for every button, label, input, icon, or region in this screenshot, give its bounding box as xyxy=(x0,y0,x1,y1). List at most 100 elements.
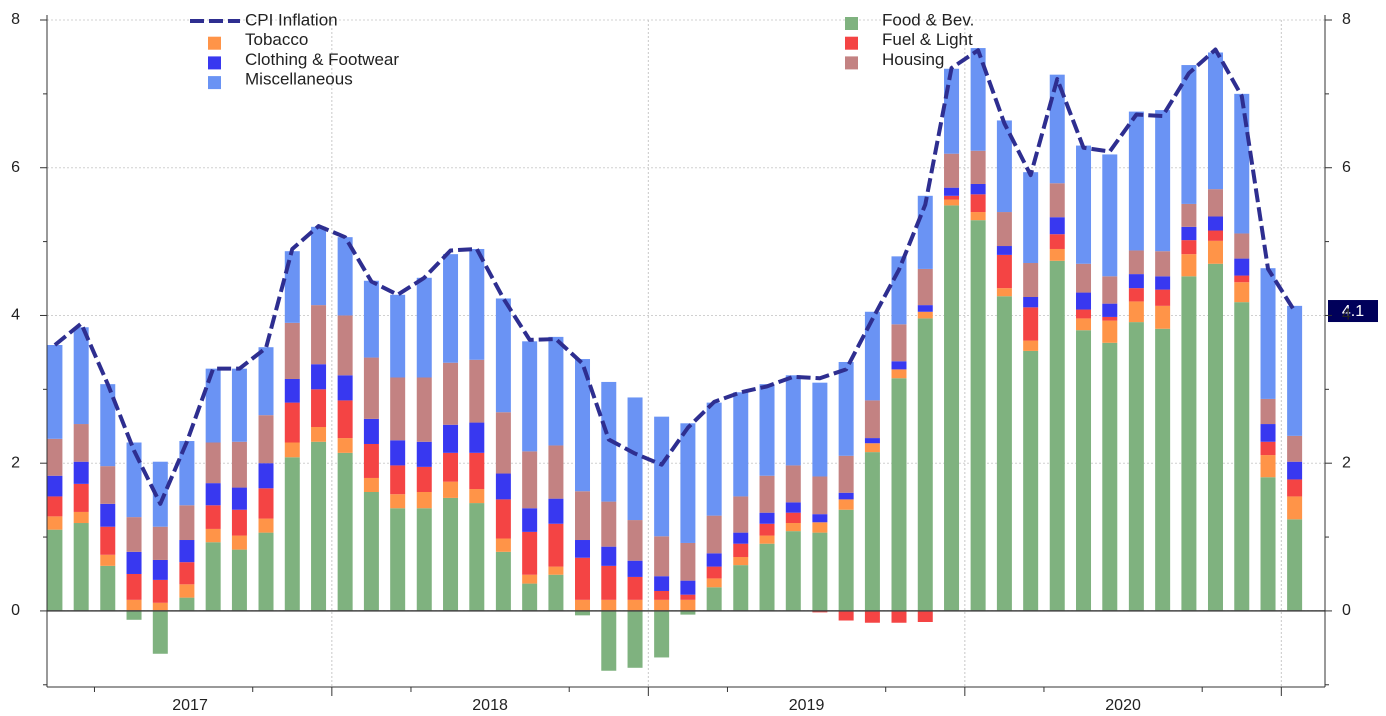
bar-segment xyxy=(1023,172,1039,264)
bar-segment xyxy=(706,515,722,554)
bar-segment xyxy=(469,503,485,611)
bar-segment xyxy=(1128,250,1144,275)
bar-segment xyxy=(706,402,722,516)
bar-segment xyxy=(785,375,801,466)
bar-segment xyxy=(1023,263,1039,297)
bar-segment xyxy=(627,610,643,668)
bar-segment xyxy=(100,565,116,611)
bar-segment xyxy=(1287,496,1303,520)
bar-segment xyxy=(152,610,168,654)
bar-segment xyxy=(258,415,274,464)
bar-segment xyxy=(1260,398,1276,425)
bar-segment xyxy=(1234,258,1250,276)
bar-segment xyxy=(627,520,643,561)
bar-segment xyxy=(812,522,828,533)
bar-segment xyxy=(548,574,564,611)
bar-segment xyxy=(1102,316,1118,321)
bar-segment xyxy=(469,248,485,360)
bar-segment xyxy=(337,237,353,316)
bar-segment xyxy=(1260,441,1276,456)
bar-segment xyxy=(970,220,986,611)
bar-segment xyxy=(258,518,274,533)
bar-segment xyxy=(1234,302,1250,611)
bar-segment xyxy=(522,574,538,584)
bar-segment xyxy=(1207,230,1223,241)
bar-segment xyxy=(1155,251,1171,277)
bar-segment xyxy=(944,187,960,196)
bar-segment xyxy=(495,473,511,500)
bar-segment xyxy=(152,602,168,611)
bar-segment xyxy=(996,296,1012,611)
y-tick-label: 6 xyxy=(11,159,20,176)
bar-segment xyxy=(205,368,221,443)
bar-segment xyxy=(231,487,247,510)
bar-segment xyxy=(996,254,1012,289)
bar-segment xyxy=(311,389,327,427)
legend-label: Miscellaneous xyxy=(245,70,353,89)
bar-segment xyxy=(891,256,907,325)
bar-segment xyxy=(284,402,300,443)
bar-segment xyxy=(1287,461,1303,480)
last-value-label: 4.1 xyxy=(1342,303,1364,320)
legend-label: Housing xyxy=(882,50,944,69)
bar-segment xyxy=(1155,276,1171,290)
bar-segment xyxy=(970,183,986,195)
bar-segment xyxy=(390,377,406,441)
legend-swatch xyxy=(845,17,858,30)
bar-segment xyxy=(680,580,696,595)
bar-segment xyxy=(1023,296,1039,308)
bar-segment xyxy=(733,565,749,611)
bar-segment xyxy=(944,153,960,188)
bar-segment xyxy=(759,523,775,536)
bar-segment xyxy=(469,489,485,504)
bar-segment xyxy=(416,277,432,378)
bar-segment xyxy=(1260,268,1276,399)
bar-segment xyxy=(706,553,722,567)
bar-segment xyxy=(47,345,63,439)
bar-segment xyxy=(864,610,880,623)
bar-segment xyxy=(1076,145,1092,264)
x-tick-label: 2017 xyxy=(172,697,208,714)
bar-segment xyxy=(363,491,379,611)
bar-segment xyxy=(575,557,591,600)
bar-segment xyxy=(179,597,195,611)
bar-segment xyxy=(284,378,300,403)
bar-segment xyxy=(152,579,168,603)
bar-segment xyxy=(416,491,432,509)
bar-segment xyxy=(205,483,221,506)
bar-segment xyxy=(311,426,327,442)
bar-segment xyxy=(311,226,327,306)
bar-segment xyxy=(73,511,89,524)
bar-segment xyxy=(1128,274,1144,289)
bar-segment xyxy=(627,560,643,577)
bar-segment xyxy=(838,499,854,510)
legend-swatch xyxy=(208,76,221,90)
bar-segment xyxy=(1260,455,1276,478)
bar-segment xyxy=(152,461,168,527)
bar-segment xyxy=(944,205,960,611)
bar-segment xyxy=(759,543,775,611)
bar-segment xyxy=(548,566,564,575)
bar-segment xyxy=(100,526,116,555)
bar-segment xyxy=(1207,240,1223,264)
bar-segment xyxy=(231,509,247,536)
bar-segment xyxy=(205,542,221,611)
bar-segment xyxy=(706,587,722,611)
bar-segment xyxy=(680,423,696,543)
bar-segment xyxy=(390,294,406,378)
bar-segment xyxy=(1181,65,1197,204)
bar-segment xyxy=(864,311,880,401)
bar-segment xyxy=(1181,240,1197,255)
legend-label: CPI Inflation xyxy=(245,10,338,29)
bar-segment xyxy=(337,375,353,401)
y2-tick-label: 0 xyxy=(1342,602,1351,619)
bar-segment xyxy=(812,532,828,611)
bar-segment xyxy=(1207,52,1223,190)
bar-segment xyxy=(864,438,880,444)
bar-segment xyxy=(601,610,617,671)
bar-segment xyxy=(443,497,459,611)
bar-segment xyxy=(337,452,353,611)
bar-segment xyxy=(944,195,960,200)
bar-segment xyxy=(390,465,406,495)
bar-segment xyxy=(416,508,432,611)
